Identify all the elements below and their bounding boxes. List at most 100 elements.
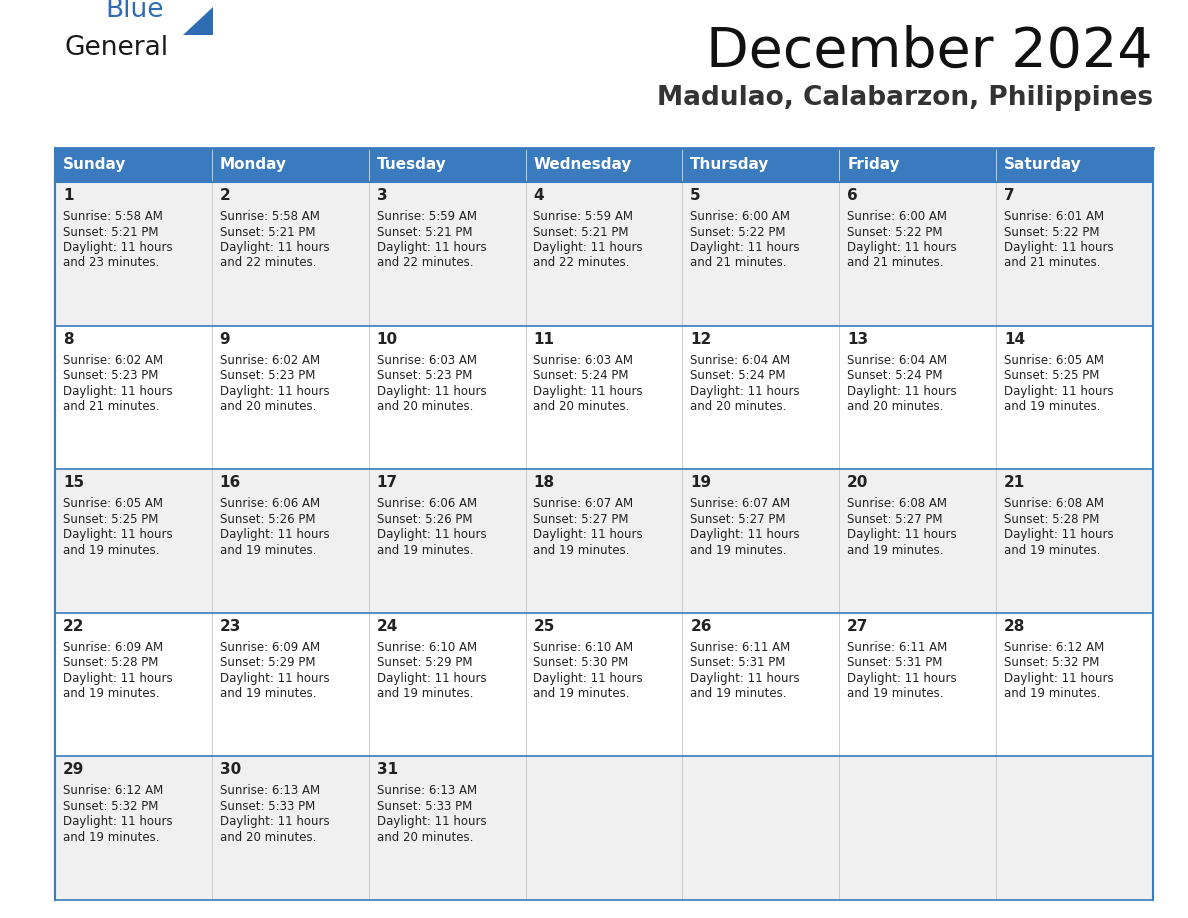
Text: 10: 10 [377, 331, 398, 347]
Text: Friday: Friday [847, 158, 899, 173]
Text: Sunset: 5:21 PM: Sunset: 5:21 PM [220, 226, 315, 239]
Bar [525, 613, 682, 756]
Bar [839, 756, 997, 900]
Text: December 2024: December 2024 [707, 25, 1154, 79]
Text: Sunrise: 6:00 AM: Sunrise: 6:00 AM [847, 210, 947, 223]
Text: and 20 minutes.: and 20 minutes. [847, 400, 943, 413]
Text: Monday: Monday [220, 158, 286, 173]
Text: Daylight: 11 hours: Daylight: 11 hours [63, 385, 172, 397]
Text: and 19 minutes.: and 19 minutes. [847, 688, 943, 700]
Text: Sunrise: 6:12 AM: Sunrise: 6:12 AM [63, 784, 163, 798]
Text: and 22 minutes.: and 22 minutes. [377, 256, 473, 270]
Text: Sunset: 5:24 PM: Sunset: 5:24 PM [533, 369, 628, 382]
Text: 11: 11 [533, 331, 555, 347]
Text: Sunset: 5:27 PM: Sunset: 5:27 PM [533, 512, 628, 526]
Bar [211, 756, 368, 900]
Bar [682, 326, 839, 469]
Text: Sunrise: 6:05 AM: Sunrise: 6:05 AM [63, 498, 163, 510]
Text: 20: 20 [847, 476, 868, 490]
Text: Daylight: 11 hours: Daylight: 11 hours [847, 241, 956, 254]
Bar [55, 756, 211, 900]
Text: and 21 minutes.: and 21 minutes. [1004, 256, 1100, 270]
Text: Wednesday: Wednesday [533, 158, 632, 173]
Text: Sunrise: 6:06 AM: Sunrise: 6:06 AM [220, 498, 320, 510]
Bar [997, 613, 1154, 756]
Text: and 19 minutes.: and 19 minutes. [847, 543, 943, 556]
Text: Sunrise: 5:59 AM: Sunrise: 5:59 AM [377, 210, 476, 223]
Text: Sunrise: 6:12 AM: Sunrise: 6:12 AM [1004, 641, 1104, 654]
Text: 21: 21 [1004, 476, 1025, 490]
Text: 1: 1 [63, 188, 74, 203]
Bar [839, 182, 997, 326]
Bar [368, 756, 525, 900]
Text: 16: 16 [220, 476, 241, 490]
Bar [55, 148, 1154, 182]
Text: Sunset: 5:27 PM: Sunset: 5:27 PM [847, 512, 942, 526]
Text: Sunrise: 6:01 AM: Sunrise: 6:01 AM [1004, 210, 1104, 223]
Text: 9: 9 [220, 331, 230, 347]
Text: Daylight: 11 hours: Daylight: 11 hours [690, 528, 800, 542]
Text: Sunset: 5:23 PM: Sunset: 5:23 PM [377, 369, 472, 382]
Text: Daylight: 11 hours: Daylight: 11 hours [220, 385, 329, 397]
Text: Daylight: 11 hours: Daylight: 11 hours [533, 528, 643, 542]
Text: 27: 27 [847, 619, 868, 633]
Text: Sunrise: 6:08 AM: Sunrise: 6:08 AM [1004, 498, 1104, 510]
Text: and 19 minutes.: and 19 minutes. [63, 543, 159, 556]
Text: Madulao, Calabarzon, Philippines: Madulao, Calabarzon, Philippines [657, 85, 1154, 111]
Text: 25: 25 [533, 619, 555, 633]
Text: 23: 23 [220, 619, 241, 633]
Text: 26: 26 [690, 619, 712, 633]
Text: 8: 8 [63, 331, 74, 347]
Text: 18: 18 [533, 476, 555, 490]
Text: and 19 minutes.: and 19 minutes. [220, 543, 316, 556]
Text: and 22 minutes.: and 22 minutes. [533, 256, 630, 270]
Text: and 21 minutes.: and 21 minutes. [63, 400, 159, 413]
Bar [525, 756, 682, 900]
Text: Sunrise: 6:03 AM: Sunrise: 6:03 AM [377, 353, 476, 366]
Text: Daylight: 11 hours: Daylight: 11 hours [220, 528, 329, 542]
Text: Sunset: 5:25 PM: Sunset: 5:25 PM [63, 512, 158, 526]
Text: Daylight: 11 hours: Daylight: 11 hours [690, 385, 800, 397]
Text: Sunrise: 6:11 AM: Sunrise: 6:11 AM [690, 641, 790, 654]
Bar [368, 469, 525, 613]
Text: Sunset: 5:21 PM: Sunset: 5:21 PM [63, 226, 158, 239]
Text: Sunrise: 6:00 AM: Sunrise: 6:00 AM [690, 210, 790, 223]
Text: and 19 minutes.: and 19 minutes. [63, 688, 159, 700]
Text: Sunrise: 5:58 AM: Sunrise: 5:58 AM [63, 210, 163, 223]
Text: Sunrise: 6:07 AM: Sunrise: 6:07 AM [690, 498, 790, 510]
Text: Sunrise: 6:10 AM: Sunrise: 6:10 AM [533, 641, 633, 654]
Text: Sunset: 5:28 PM: Sunset: 5:28 PM [63, 656, 158, 669]
Text: Daylight: 11 hours: Daylight: 11 hours [1004, 241, 1113, 254]
Text: Daylight: 11 hours: Daylight: 11 hours [377, 815, 486, 828]
Text: Sunset: 5:24 PM: Sunset: 5:24 PM [847, 369, 942, 382]
Text: and 21 minutes.: and 21 minutes. [847, 256, 943, 270]
Text: Sunday: Sunday [63, 158, 126, 173]
Text: and 19 minutes.: and 19 minutes. [220, 688, 316, 700]
Text: Daylight: 11 hours: Daylight: 11 hours [690, 241, 800, 254]
Text: Daylight: 11 hours: Daylight: 11 hours [377, 528, 486, 542]
Text: and 22 minutes.: and 22 minutes. [220, 256, 316, 270]
Text: Daylight: 11 hours: Daylight: 11 hours [533, 672, 643, 685]
Text: Sunset: 5:33 PM: Sunset: 5:33 PM [220, 800, 315, 813]
Text: and 19 minutes.: and 19 minutes. [377, 688, 473, 700]
Text: and 23 minutes.: and 23 minutes. [63, 256, 159, 270]
Bar [368, 326, 525, 469]
Text: Sunrise: 6:04 AM: Sunrise: 6:04 AM [847, 353, 947, 366]
Text: Sunset: 5:28 PM: Sunset: 5:28 PM [1004, 512, 1099, 526]
Text: and 19 minutes.: and 19 minutes. [1004, 400, 1100, 413]
Text: Sunrise: 6:09 AM: Sunrise: 6:09 AM [220, 641, 320, 654]
Text: Daylight: 11 hours: Daylight: 11 hours [847, 528, 956, 542]
Text: and 20 minutes.: and 20 minutes. [377, 400, 473, 413]
Bar [525, 326, 682, 469]
Text: 28: 28 [1004, 619, 1025, 633]
Bar [682, 469, 839, 613]
Text: Sunrise: 6:11 AM: Sunrise: 6:11 AM [847, 641, 947, 654]
Text: Sunset: 5:22 PM: Sunset: 5:22 PM [690, 226, 785, 239]
Text: 29: 29 [63, 763, 84, 778]
Text: 2: 2 [220, 188, 230, 203]
Text: Daylight: 11 hours: Daylight: 11 hours [377, 241, 486, 254]
Bar [368, 613, 525, 756]
Bar [55, 613, 211, 756]
Text: Sunset: 5:24 PM: Sunset: 5:24 PM [690, 369, 785, 382]
Text: Daylight: 11 hours: Daylight: 11 hours [847, 672, 956, 685]
